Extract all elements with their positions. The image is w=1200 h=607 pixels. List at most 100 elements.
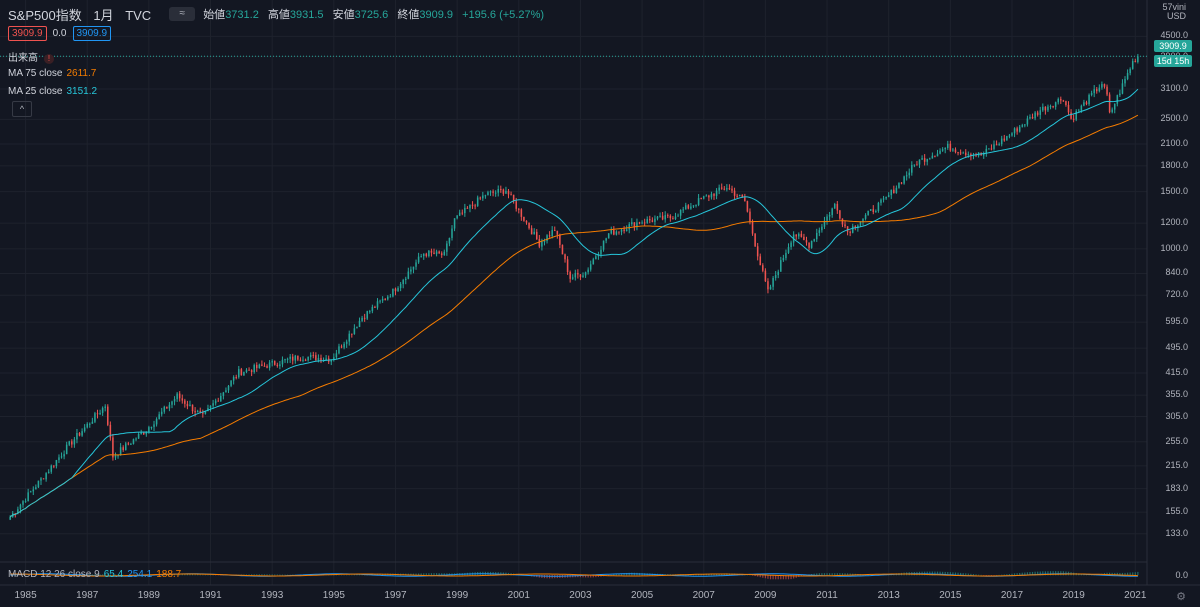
macd-bar <box>425 573 427 576</box>
warning-icon[interactable]: ! <box>44 54 54 64</box>
macd-bar <box>189 574 191 576</box>
candle <box>813 239 815 241</box>
ma75-label: MA 75 close <box>8 68 63 79</box>
candle <box>394 288 397 292</box>
legend-header: S&P500指数 1月 TVC ≈ 始値3731.2 高値3931.5 安値37… <box>8 5 544 23</box>
macd-bar <box>410 573 412 576</box>
candle <box>227 385 230 391</box>
candle <box>358 320 361 327</box>
macd-bar <box>613 574 615 576</box>
candle <box>1000 138 1003 145</box>
candle <box>733 190 736 196</box>
candle <box>76 433 78 440</box>
macd-bar <box>944 571 946 576</box>
candle <box>104 406 106 408</box>
candle <box>1121 83 1124 94</box>
candle <box>821 226 823 231</box>
candle <box>353 328 356 335</box>
candle <box>1031 116 1034 119</box>
candle <box>898 182 900 188</box>
macd-bar <box>618 573 620 576</box>
macd-bar <box>759 575 761 578</box>
macd-bar <box>1011 573 1013 576</box>
candle <box>171 401 173 405</box>
candle <box>448 237 451 244</box>
candle <box>962 152 964 154</box>
macd-bar <box>423 573 425 576</box>
ma75-legend[interactable]: MA 75 close 2611.7 <box>8 68 96 79</box>
macd-bar <box>967 573 969 576</box>
candle <box>410 269 412 272</box>
macd-bar <box>356 574 358 576</box>
candle <box>574 273 577 278</box>
macd-bar <box>284 574 286 576</box>
candle <box>289 356 291 359</box>
macd-bar <box>780 575 782 580</box>
sell-button[interactable]: 3909.9 <box>8 26 47 41</box>
candle <box>487 192 489 196</box>
y-tick-label: 720.0 <box>1165 289 1188 300</box>
candle <box>417 256 420 263</box>
candle <box>132 439 135 444</box>
low-value: 3725.6 <box>354 9 389 21</box>
candle <box>114 455 117 458</box>
collapse-legend-button[interactable]: ^ <box>12 101 32 117</box>
gear-icon[interactable]: ⚙ <box>1176 591 1186 603</box>
candle <box>756 246 759 257</box>
candle <box>800 233 803 237</box>
candle <box>736 195 738 197</box>
candle <box>422 253 425 257</box>
candle <box>307 356 309 361</box>
candle <box>45 473 47 480</box>
macd-bar <box>834 573 836 576</box>
macd-bar <box>1029 572 1031 576</box>
candle <box>225 390 227 393</box>
macd-bar <box>1052 571 1054 576</box>
symbol-info[interactable]: S&P500指数 1月 TVC <box>8 5 159 24</box>
macd-bar <box>929 571 931 576</box>
ohlc-values: 始値3731.2 高値3931.5 安値3725.6 終値3909.9 +195… <box>203 6 544 22</box>
macd-bar <box>204 574 206 576</box>
buy-button[interactable]: 3909.9 <box>72 26 112 41</box>
compare-icon[interactable]: ≈ <box>169 7 196 21</box>
macd-bar <box>785 575 787 580</box>
candle <box>101 407 104 413</box>
candle <box>397 288 399 292</box>
macd-legend[interactable]: MACD 12 26 close 9 65.4 254.1 188.7 <box>8 569 181 580</box>
candle <box>148 427 150 432</box>
macd-bar <box>816 573 818 576</box>
macd-bar <box>191 574 194 576</box>
macd-bar <box>818 573 820 576</box>
x-tick-label: 1995 <box>322 590 345 601</box>
volume-legend[interactable]: 出来高! <box>8 49 54 64</box>
candle <box>17 509 19 514</box>
open-value: 3731.2 <box>225 9 259 21</box>
candle <box>535 231 538 240</box>
candle <box>217 400 220 402</box>
macd-bar <box>942 571 944 576</box>
macd-bar <box>1034 571 1036 576</box>
candle <box>294 355 297 361</box>
candle <box>14 513 17 515</box>
high-label: 高値 <box>267 9 290 21</box>
candle <box>312 355 315 357</box>
candle <box>672 218 674 220</box>
candle <box>330 359 333 362</box>
macd-bar <box>584 575 587 578</box>
macd-bar <box>358 574 361 576</box>
macd-bar <box>199 574 201 576</box>
macd-bar <box>934 571 936 576</box>
ma25-legend[interactable]: MA 25 close 3151.2 <box>8 86 97 97</box>
candle <box>428 250 430 257</box>
candle <box>19 504 22 510</box>
candle <box>178 393 181 399</box>
candle <box>795 234 797 237</box>
candle <box>749 211 751 222</box>
candle <box>918 159 921 165</box>
candle <box>1039 110 1042 115</box>
candle <box>420 256 422 258</box>
macd-bar <box>772 575 774 580</box>
candle <box>107 406 109 425</box>
candle <box>512 194 515 202</box>
